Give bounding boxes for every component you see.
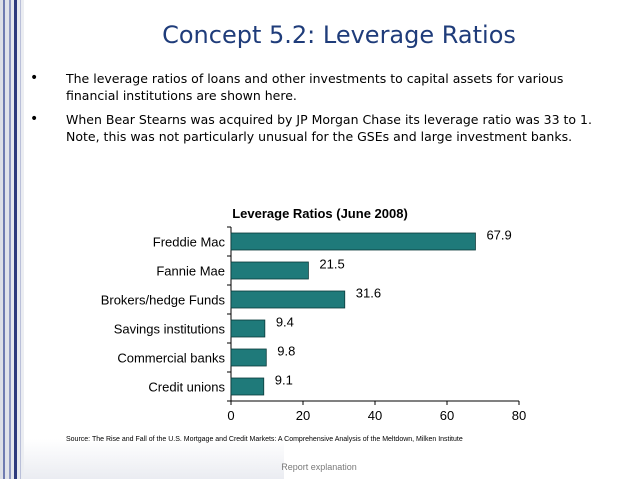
chart-title: Leverage Ratios (June 2008) — [232, 206, 408, 221]
bar — [230, 290, 346, 309]
slide-title: Concept 5.2: Leverage Ratios — [162, 21, 516, 49]
bullet-item: • When Bear Stearns was acquired by JP M… — [30, 111, 620, 145]
bullet-text: When Bear Stearns was acquired by JP Mor… — [66, 112, 592, 144]
bar — [230, 348, 267, 367]
bullet-icon: • — [30, 111, 39, 127]
source-note: Source: The Rise and Fall of the U.S. Mo… — [66, 436, 463, 443]
data-label: 9.8 — [277, 344, 295, 359]
decor-line — [9, 0, 11, 479]
category-label: Brokers/hedge Funds — [101, 293, 226, 308]
category-label: Fannie Mae — [156, 264, 225, 279]
x-tick-label: 0 — [227, 408, 234, 423]
bar — [230, 261, 309, 280]
x-tick-label: 80 — [512, 408, 526, 423]
bar — [230, 319, 266, 338]
x-tick-label: 60 — [440, 408, 454, 423]
category-label: Freddie Mac — [153, 235, 226, 250]
data-label: 9.4 — [276, 315, 294, 330]
footer-link[interactable]: Report explanation — [281, 462, 357, 472]
data-label: 21.5 — [319, 257, 344, 272]
bar — [230, 232, 476, 251]
category-label: Commercial banks — [117, 351, 225, 366]
decor-line — [3, 0, 5, 479]
decor-line — [14, 0, 17, 479]
bullet-item: • The leverage ratios of loans and other… — [30, 70, 620, 104]
bullet-list: • The leverage ratios of loans and other… — [30, 70, 620, 152]
data-label: 67.9 — [486, 228, 511, 243]
bar — [230, 377, 265, 396]
data-label: 31.6 — [356, 286, 381, 301]
bullet-text: The leverage ratios of loans and other i… — [66, 71, 564, 103]
bottom-shade — [24, 439, 284, 479]
x-tick-label: 40 — [368, 408, 382, 423]
bullet-icon: • — [30, 70, 39, 86]
category-label: Savings institutions — [114, 322, 226, 337]
decor-line — [20, 0, 21, 479]
data-label: 9.1 — [275, 373, 293, 388]
x-tick-label: 20 — [296, 408, 310, 423]
category-label: Credit unions — [148, 380, 225, 395]
